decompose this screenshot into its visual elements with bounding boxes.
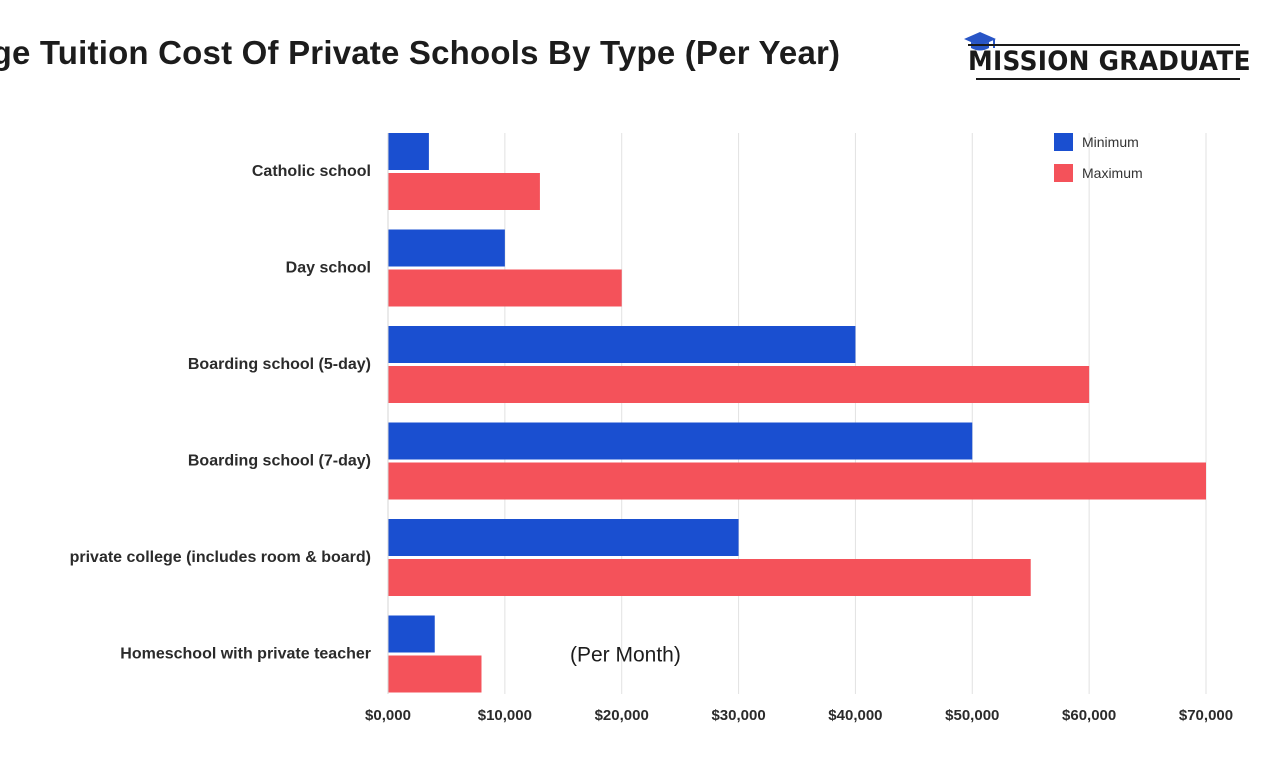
category-label: private college (includes room & board) <box>70 549 371 566</box>
brand-logo: MISSION GRADUATE <box>962 30 1251 86</box>
category-label: Catholic school <box>252 163 371 180</box>
x-tick-label: $70,000 <box>1179 707 1233 724</box>
bar-minimum-1 <box>388 229 505 267</box>
x-tick-labels: $0,000 $10,000 $20,000 $30,000 $40,000 $50,00… <box>365 707 1233 724</box>
legend-swatch-maximum <box>1054 164 1073 182</box>
bar-minimum-3 <box>388 422 973 460</box>
x-tick-label: $60,000 <box>1062 707 1116 724</box>
category-label: Homeschool with private teacher <box>120 646 371 663</box>
x-tick-label: $20,000 <box>595 707 649 724</box>
brand-name: MISSION GRADUATE <box>968 46 1251 77</box>
bar-maximum-5 <box>388 655 482 693</box>
legend-label-maximum: Maximum <box>1082 165 1143 181</box>
annotations: (Per Month) <box>570 644 681 667</box>
bar-minimum-2 <box>388 326 856 363</box>
bars <box>388 133 1206 693</box>
annotation-per-month: (Per Month) <box>570 644 681 667</box>
bar-minimum-0 <box>388 133 429 170</box>
bar-maximum-0 <box>388 173 540 210</box>
bar-minimum-5 <box>388 615 435 653</box>
category-labels: Catholic school Day school Boarding school… <box>70 163 371 663</box>
legend-swatch-minimum <box>1054 133 1073 151</box>
brand-rule-bottom <box>976 78 1240 80</box>
legend: Minimum Maximum <box>1054 133 1143 182</box>
category-label: Boarding school (5-day) <box>188 356 371 373</box>
x-tick-label: $40,000 <box>828 707 882 724</box>
category-label: Day school <box>286 260 371 277</box>
chart-title: rage Tuition Cost Of Private Schools By … <box>0 34 841 71</box>
grid-lines <box>504 133 1207 694</box>
category-label: Boarding school (7-day) <box>188 453 371 470</box>
bar-maximum-2 <box>388 366 1090 403</box>
x-tick-label: $30,000 <box>711 707 765 724</box>
bar-maximum-3 <box>388 462 1206 500</box>
bar-maximum-4 <box>388 559 1031 596</box>
x-tick-label: $0,000 <box>365 707 411 724</box>
brand-rule-top <box>968 44 1240 46</box>
bar-maximum-1 <box>388 269 622 307</box>
legend-label-minimum: Minimum <box>1082 134 1139 150</box>
bar-minimum-4 <box>388 519 739 556</box>
x-tick-label: $50,000 <box>945 707 999 724</box>
x-tick-label: $10,000 <box>478 707 532 724</box>
